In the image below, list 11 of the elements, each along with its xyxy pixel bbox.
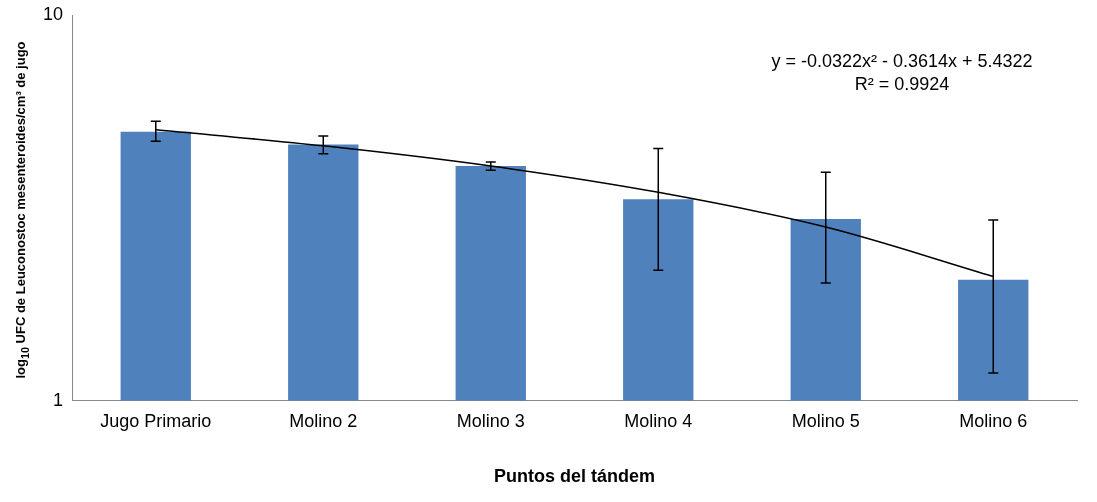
annotation: y = -0.0322x² - 0.3614x + 5.4322: [771, 50, 1033, 71]
x-tick-label: Jugo Primario: [100, 410, 212, 431]
x-axis-title: Puntos del tándem: [494, 466, 656, 487]
x-tick-label: Molino 4: [624, 410, 693, 431]
x-tick-label: Molino 3: [456, 410, 525, 431]
y-tick-label: 1: [53, 389, 64, 410]
annotation: R² = 0.9924: [854, 73, 950, 94]
x-tick-label: Molino 6: [959, 410, 1028, 431]
y-tick-label: 10: [42, 3, 64, 24]
x-tick-label: Molino 2: [289, 410, 358, 431]
x-tick-label: Molino 5: [791, 410, 860, 431]
